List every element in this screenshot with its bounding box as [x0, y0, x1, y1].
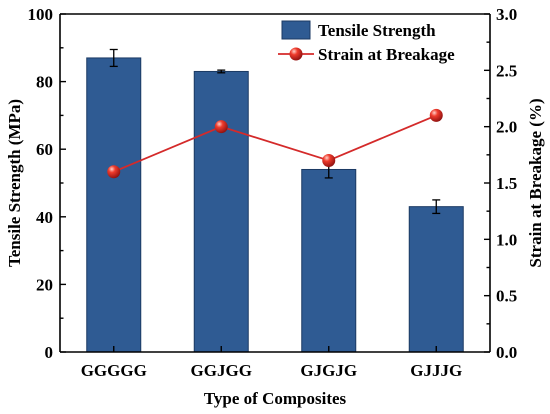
error-bar-gjjjg: [432, 199, 441, 215]
legend: Tensile Strength Strain at Breakage: [278, 20, 455, 64]
strain-line: [113, 114, 437, 173]
axes-layer: 0 20 40 60 80 100 0.0 0.5 1.0 1.5 2.0 2.5 3.0 GGGGG GG…: [28, 5, 518, 380]
x-tick-label: GJJJG: [410, 361, 462, 380]
bars-layer: [86, 57, 464, 353]
y-right-tick-label: 0.0: [496, 343, 517, 362]
legend-swatch-marker: [289, 47, 303, 61]
y-left-tick-label: 100: [28, 5, 54, 24]
y-left-tick-label: 80: [36, 73, 53, 92]
x-tick-label: GJGJG: [300, 361, 357, 380]
legend-label-strain-at-breakage: Strain at Breakage: [318, 45, 455, 64]
legend-swatch-bar: [281, 20, 311, 40]
legend-item-tensile-strength: Tensile Strength: [281, 20, 436, 40]
y-right-tick-label: 2.5: [496, 61, 517, 80]
y-right-axis-title: Strain at Breakage (%): [526, 98, 545, 267]
error-bar-ggjgg: [217, 69, 226, 74]
y-right-tick-label: 3.0: [496, 5, 517, 24]
strain-point-ggjgg: [214, 120, 228, 134]
strain-point-gjgjg: [322, 153, 336, 167]
error-bar-ggggg: [109, 48, 118, 68]
bar-ggggg: [86, 57, 142, 353]
y-right-tick-label: 2.0: [496, 118, 517, 137]
bar-gjjjg: [408, 206, 464, 353]
y-right-tick-label: 1.0: [496, 230, 517, 249]
legend-item-strain-at-breakage: Strain at Breakage: [278, 45, 455, 64]
y-left-tick-label: 40: [36, 208, 53, 227]
y-right-tick-label: 1.5: [496, 174, 517, 193]
strain-line-layer: [107, 108, 443, 179]
y-right-tick-label: 0.5: [496, 287, 517, 306]
legend-label-tensile-strength: Tensile Strength: [318, 21, 436, 40]
y-left-tick-label: 60: [36, 140, 53, 159]
x-tick-label: GGJGG: [191, 361, 252, 380]
strain-point-gjjjg: [429, 108, 443, 122]
y-left-tick-label: 20: [36, 275, 53, 294]
x-tick-label: GGGGG: [81, 361, 147, 380]
bar-ggjgg: [193, 70, 249, 353]
strain-point-ggggg: [107, 165, 121, 179]
x-axis-title: Type of Composites: [204, 389, 347, 408]
y-left-axis-title: Tensile Strength (MPa): [5, 99, 24, 267]
bar-gjgjg: [301, 168, 357, 353]
y-left-tick-label: 0: [45, 343, 54, 362]
error-bars-layer: [109, 48, 441, 215]
